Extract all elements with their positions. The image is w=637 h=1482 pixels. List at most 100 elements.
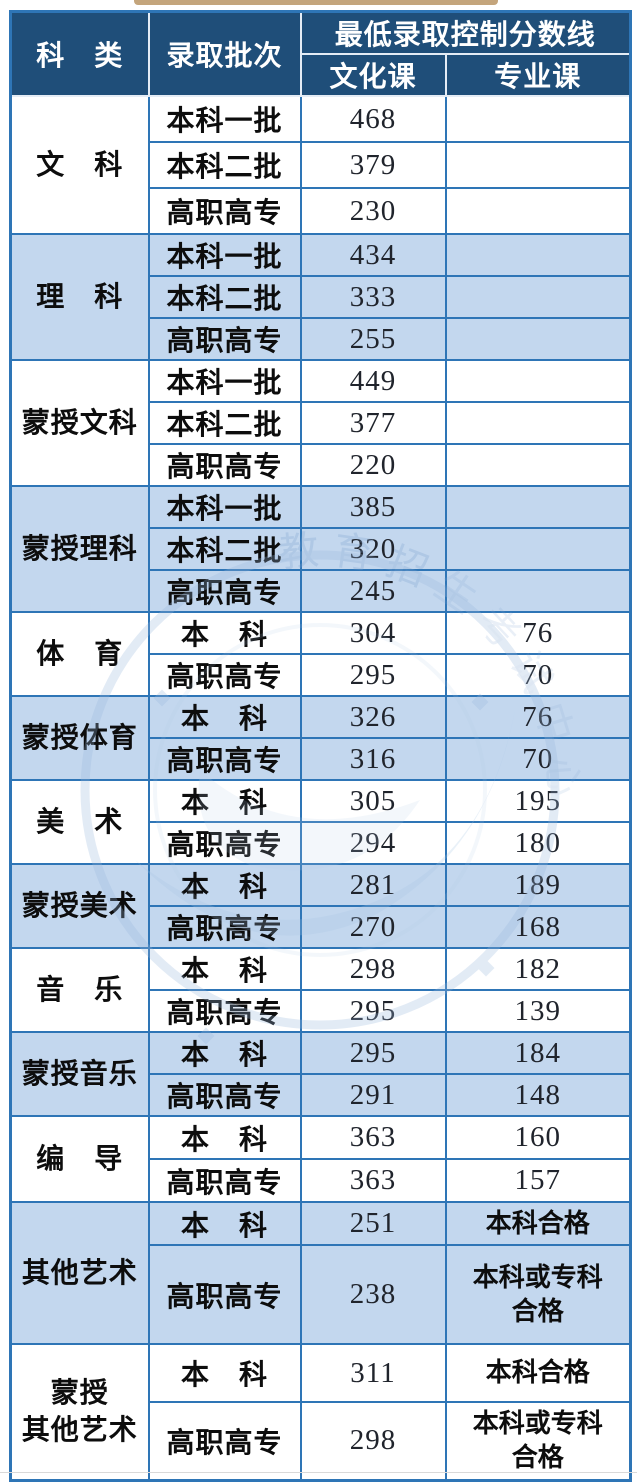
culture-score-cell: 230: [299, 187, 447, 235]
culture-score-cell: 255: [299, 317, 447, 361]
batch-cell: 高职高专: [147, 1073, 302, 1117]
major-score-cell: [444, 187, 632, 235]
batch-cell: 本 科: [147, 611, 302, 655]
category-cell: 其他艺术: [9, 1201, 150, 1345]
table-row: 文 科 本科一批 468: [9, 95, 632, 235]
culture-score-cell: 434: [299, 233, 447, 277]
culture-score-cell: 295: [299, 653, 447, 697]
major-score-cell: 本科或专科 合格: [444, 1244, 632, 1345]
major-score-cell: 76: [444, 611, 632, 655]
batch-cell: 本科二批: [147, 527, 302, 571]
culture-score-cell: 245: [299, 569, 447, 613]
culture-score-cell: 220: [299, 443, 447, 487]
category-cell: 编 导: [9, 1115, 150, 1203]
major-score-cell: [444, 401, 632, 445]
batch-cell: 本科一批: [147, 233, 302, 277]
table-header-row: 文化课 专业课: [11, 53, 632, 97]
category-cell: 体 育: [9, 611, 150, 697]
batch-cell: 本 科: [147, 779, 302, 823]
table-row: 高职高专 298 本科或专科 合格: [11, 1401, 632, 1481]
major-score-cell: 70: [444, 653, 632, 697]
culture-score-cell: 304: [299, 611, 447, 655]
category-cell: 蒙授理科: [9, 485, 150, 613]
category-cell: 美 术: [9, 779, 150, 865]
table-row: 蒙授美术 本 科 281 189: [9, 863, 632, 949]
table-row: 高职高专 220: [11, 443, 632, 487]
culture-score-cell: 311: [299, 1343, 447, 1403]
header-major: 专业课: [444, 53, 632, 97]
table-header-row: 科 类 录取批次 最低录取控制分数线: [9, 10, 632, 97]
batch-cell: 高职高专: [147, 737, 302, 781]
batch-cell: 高职高专: [147, 569, 302, 613]
major-score-cell: [444, 443, 632, 487]
major-score-cell: [444, 359, 632, 403]
culture-score-cell: 468: [299, 95, 447, 143]
batch-cell: 本 科: [147, 695, 302, 739]
batch-cell: 高职高专: [147, 443, 302, 487]
header-batch: 录取批次: [147, 10, 302, 97]
culture-score-cell: 294: [299, 821, 447, 865]
batch-cell: 高职高专: [147, 989, 302, 1033]
batch-cell: 本 科: [147, 1115, 302, 1160]
batch-cell: 本科一批: [147, 485, 302, 529]
header-scoreline: 最低录取控制分数线: [299, 10, 632, 55]
batch-cell: 高职高专: [147, 1401, 302, 1481]
batch-cell: 本 科: [147, 1031, 302, 1075]
major-score-cell: 180: [444, 821, 632, 865]
major-score-cell: [444, 527, 632, 571]
table-row: 蒙授理科 本科一批 385: [9, 485, 632, 613]
culture-score-cell: 281: [299, 863, 447, 907]
major-score-cell: 本科合格: [444, 1201, 632, 1246]
score-table: 科 类 录取批次 最低录取控制分数线 文化课 专业课 文 科 本科一批 468 …: [9, 10, 633, 1482]
batch-cell: 高职高专: [147, 1158, 302, 1203]
table-row: 编 导 本 科 363 160: [9, 1115, 632, 1203]
table-row: 高职高专 255: [11, 317, 632, 361]
major-score-cell: [444, 275, 632, 319]
culture-score-cell: 363: [299, 1115, 447, 1160]
batch-cell: 本 科: [147, 1201, 302, 1246]
culture-score-cell: 238: [299, 1244, 447, 1345]
culture-score-cell: 333: [299, 275, 447, 319]
culture-score-cell: 449: [299, 359, 447, 403]
top-edge-strip: [134, 0, 498, 5]
major-score-cell: [444, 233, 632, 277]
table-row: 高职高专 245: [11, 569, 632, 613]
culture-score-cell: 326: [299, 695, 447, 739]
table-row: 蒙授体育 本 科 326 76: [9, 695, 632, 781]
header-category: 科 类: [9, 10, 150, 97]
major-score-cell: 195: [444, 779, 632, 823]
table-row: 蒙授文科 本科一批 449: [9, 359, 632, 487]
major-score-cell: 189: [444, 863, 632, 907]
batch-cell: 本科二批: [147, 275, 302, 319]
table-row: 高职高专 316 70: [11, 737, 632, 781]
culture-score-cell: 316: [299, 737, 447, 781]
culture-score-cell: 295: [299, 989, 447, 1033]
culture-score-cell: 291: [299, 1073, 447, 1117]
major-score-cell: 168: [444, 905, 632, 949]
major-score-cell: 本科合格: [444, 1343, 632, 1403]
batch-cell: 高职高专: [147, 905, 302, 949]
culture-score-cell: 377: [299, 401, 447, 445]
batch-cell: 本科一批: [147, 95, 302, 143]
major-score-cell: 182: [444, 947, 632, 991]
major-score-cell: 本科或专科 合格: [444, 1401, 632, 1481]
category-cell: 蒙授音乐: [9, 1031, 150, 1117]
table-row: 高职高专 270 168: [11, 905, 632, 949]
culture-score-cell: 363: [299, 1158, 447, 1203]
table-row: 本科二批 320: [11, 527, 632, 571]
major-score-cell: 76: [444, 695, 632, 739]
culture-score-cell: 320: [299, 527, 447, 571]
category-cell: 文 科: [9, 95, 150, 235]
table-row: 高职高专 238 本科或专科 合格: [11, 1244, 632, 1345]
table-row: 高职高专 295 139: [11, 989, 632, 1033]
batch-cell: 本科二批: [147, 401, 302, 445]
batch-cell: 高职高专: [147, 187, 302, 235]
major-score-cell: 160: [444, 1115, 632, 1160]
header-culture: 文化课: [299, 53, 447, 97]
major-score-cell: 148: [444, 1073, 632, 1117]
culture-score-cell: 298: [299, 1401, 447, 1481]
table-header: 科 类 录取批次 最低录取控制分数线 文化课 专业课: [9, 10, 632, 97]
batch-cell: 本科一批: [147, 359, 302, 403]
batch-cell: 高职高专: [147, 317, 302, 361]
major-score-cell: 70: [444, 737, 632, 781]
